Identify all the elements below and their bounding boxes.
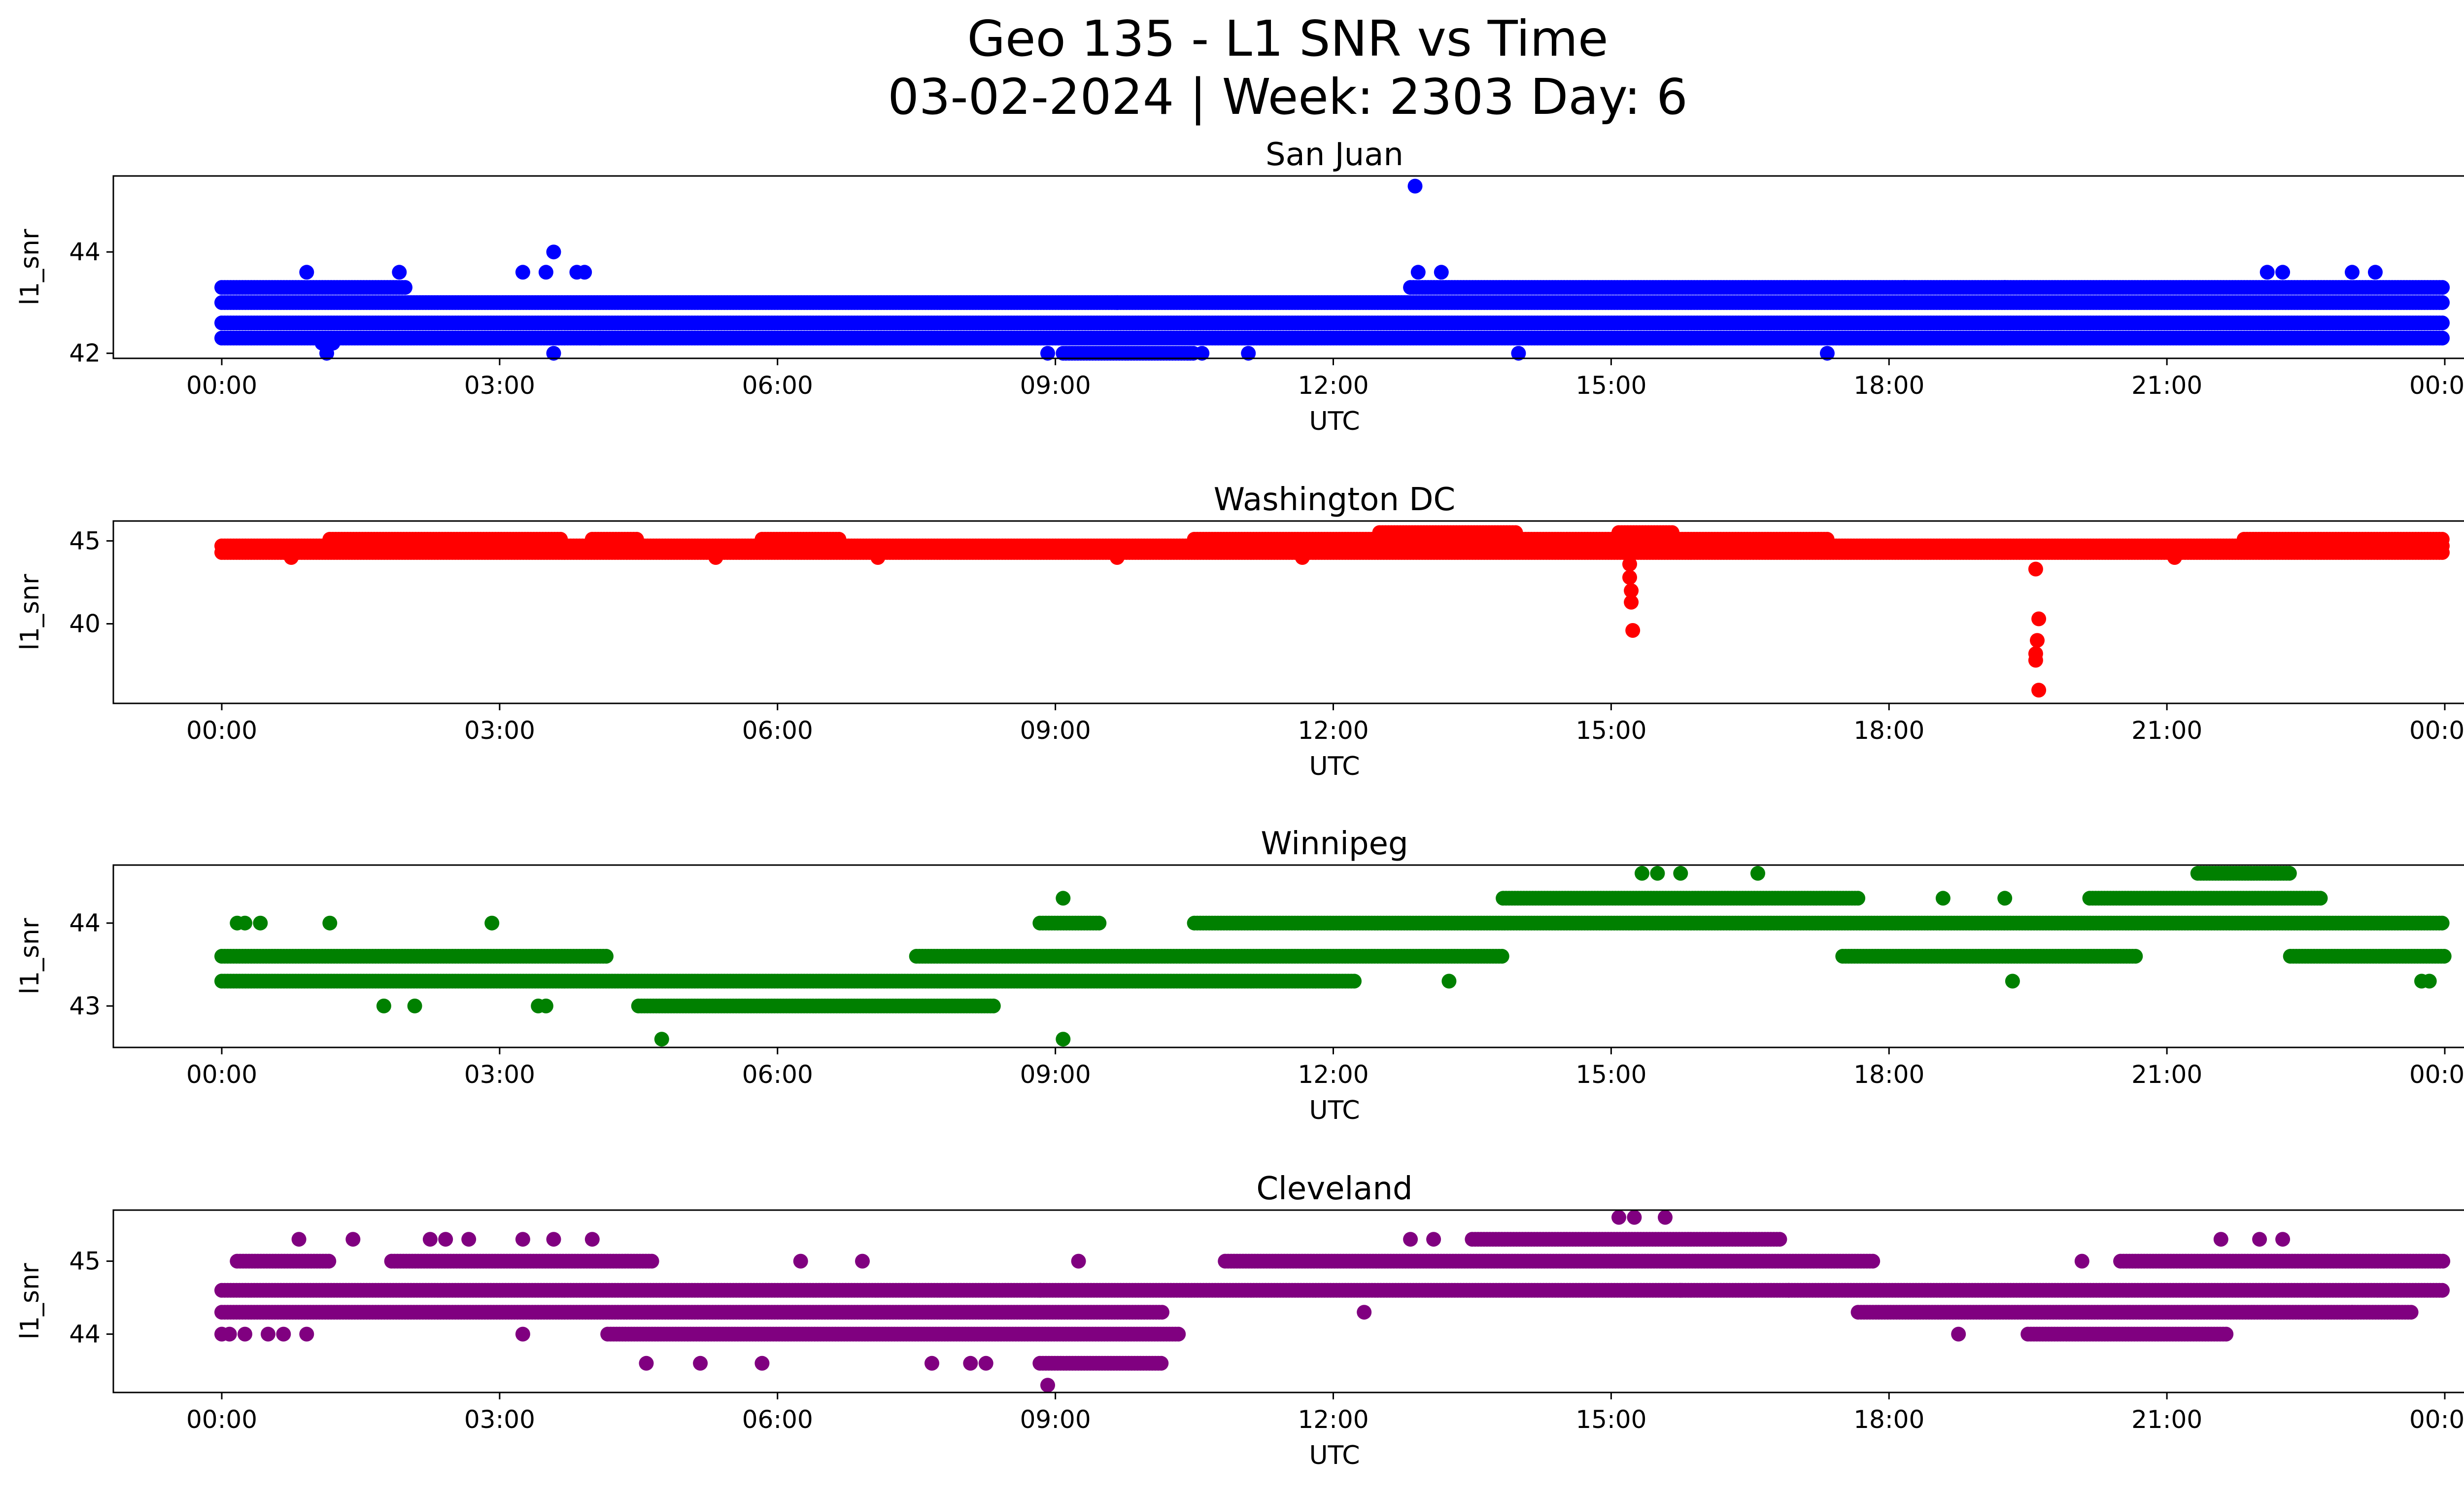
- x-tick-label: 00:00: [2409, 371, 2464, 400]
- data-point: [538, 265, 553, 280]
- data-point: [1508, 525, 1523, 540]
- subplot-title: Washington DC: [1214, 482, 1455, 518]
- y-axis-label: l1_snr: [15, 574, 45, 651]
- data-point: [592, 330, 608, 346]
- data-point: [1434, 265, 1449, 280]
- data-point: [2368, 265, 2383, 280]
- data-point: [299, 265, 314, 280]
- x-tick-label: 21:00: [2131, 716, 2202, 745]
- data-point: [2434, 532, 2450, 547]
- scatter-points: [214, 178, 2450, 361]
- data-point: [325, 336, 341, 351]
- data-point: [1625, 623, 1641, 638]
- y-tick-label: 44: [69, 238, 101, 266]
- data-point: [1410, 265, 1426, 280]
- data-point: [1897, 280, 1912, 295]
- data-point: [1665, 525, 1679, 540]
- data-point: [2031, 611, 2047, 626]
- data-point: [1819, 532, 1835, 547]
- x-axis-label: UTC: [1309, 752, 1360, 781]
- data-point: [2030, 633, 2045, 648]
- subplot-title: San Juan: [1266, 137, 1403, 173]
- figure-subtitle: 03-02-2024 | Week: 2303 Day: 6: [888, 68, 1688, 126]
- data-point: [629, 532, 644, 547]
- data-point: [1295, 550, 1310, 565]
- x-tick-label: 06:00: [742, 371, 813, 400]
- x-tick-label: 12:00: [1298, 716, 1369, 745]
- subplot-washington-dc: Washington DC 00:00 03:00 06:00 09:00 12:00 15…: [15, 482, 2464, 781]
- y-tick-label: 45: [69, 526, 101, 555]
- x-tick-label: 18:00: [1853, 716, 1924, 745]
- data-point: [2345, 265, 2360, 280]
- data-point: [2275, 265, 2291, 280]
- subplot-san-juan: San Juan 00:00 03:00 06:00 09:00 12:00 15:00 18…: [15, 137, 2464, 436]
- data-point: [392, 265, 407, 280]
- data-point: [1407, 178, 1423, 194]
- figure-title: Geo 135 - L1 SNR vs Time: [967, 10, 1608, 68]
- subplot-title: Winnipeg: [1261, 826, 1408, 862]
- x-tick-label: 00:00: [2409, 716, 2464, 745]
- data-point: [2028, 561, 2043, 577]
- data-point: [831, 532, 847, 547]
- data-point: [284, 550, 299, 565]
- x-tick-label: 15:00: [1575, 716, 1646, 745]
- data-point: [870, 550, 886, 565]
- x-tick-label: 03:00: [464, 716, 535, 745]
- data-point: [546, 244, 561, 260]
- data-point: [1109, 295, 1125, 310]
- data-point: [2435, 330, 2450, 346]
- figure-title-block: Geo 135 - L1 SNR vs Time 03-02-2024 | We…: [0, 10, 2464, 126]
- data-point: [1624, 594, 1639, 610]
- data-point: [1622, 570, 1637, 585]
- x-tick-label: 09:00: [1020, 371, 1091, 400]
- data-point: [515, 265, 530, 280]
- y-tick-label: 40: [69, 610, 101, 638]
- data-point: [553, 532, 568, 547]
- data-point: [577, 265, 592, 280]
- y-axis-label: l1_snr: [15, 229, 45, 306]
- x-tick-label: 15:00: [1575, 371, 1646, 400]
- data-point: [708, 550, 723, 565]
- data-point: [2435, 280, 2450, 295]
- scatter-points: [214, 525, 2450, 698]
- x-tick-label: 09:00: [1020, 716, 1091, 745]
- data-point: [2259, 265, 2275, 280]
- data-point: [2028, 653, 2043, 668]
- data-point: [1109, 550, 1125, 565]
- data-point: [1622, 556, 1637, 572]
- x-tick-label: 06:00: [742, 716, 813, 745]
- x-tick-label: 21:00: [2131, 371, 2202, 400]
- x-tick-label: 03:00: [464, 371, 535, 400]
- x-tick-label: 18:00: [1853, 371, 1924, 400]
- x-tick-label: 12:00: [1298, 371, 1369, 400]
- scatter-points: [214, 866, 2452, 1047]
- data-point: [2435, 315, 2450, 331]
- data-point: [2167, 550, 2182, 565]
- data-point: [1997, 280, 2013, 295]
- data-point: [2435, 295, 2450, 310]
- data-point: [2031, 683, 2047, 698]
- x-tick-label: 00:00: [186, 716, 257, 745]
- x-axis-label: UTC: [1309, 407, 1360, 436]
- data-point: [398, 280, 412, 295]
- x-tick-label: 00:00: [186, 371, 257, 400]
- y-tick-label: 42: [69, 339, 101, 368]
